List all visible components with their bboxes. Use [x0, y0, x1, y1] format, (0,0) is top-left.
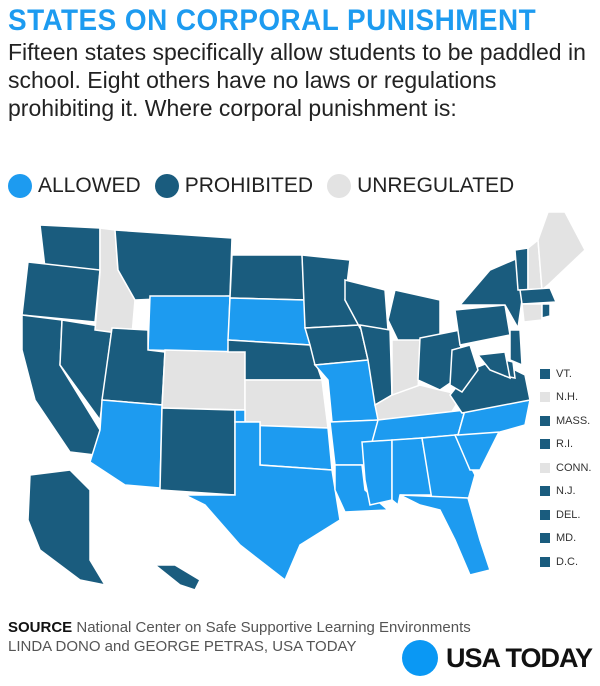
- state-tx: [184, 421, 341, 582]
- state-nm: [159, 407, 236, 496]
- small-state-item: VT.: [540, 362, 591, 386]
- legend-label: UNREGULATED: [357, 174, 515, 197]
- state-ct: [521, 303, 543, 323]
- logo-text: USA TODAY: [446, 642, 593, 673]
- small-states-legend: VT. N.H. MASS. R.I. CONN. N.J. DEL. MD. D.C.: [540, 362, 591, 574]
- state-vt: [514, 247, 529, 291]
- state-wy: [147, 295, 231, 353]
- small-state-label: MASS.: [556, 414, 591, 427]
- legend-label: PROHIBITED: [184, 174, 314, 197]
- swatch-icon: [540, 509, 550, 520]
- page-title: STATES ON CORPORAL PUNISHMENT: [8, 4, 537, 37]
- small-state-label: N.J.: [556, 485, 576, 498]
- legend-dot-icon: [154, 174, 179, 198]
- swatch-icon: [540, 392, 550, 403]
- small-state-label: CONN.: [556, 461, 592, 474]
- state-md: [476, 351, 511, 380]
- legend-label: ALLOWED: [38, 174, 141, 197]
- small-state-label: DEL.: [556, 508, 581, 521]
- intro-text: Fifteen states specifically allow studen…: [8, 39, 586, 121]
- state-ms: [361, 439, 393, 506]
- state-wv: [449, 344, 479, 393]
- us-map: [21, 211, 586, 591]
- swatch-icon: [540, 368, 550, 379]
- small-state-item: MD.: [540, 527, 591, 551]
- state-nd: [229, 254, 306, 301]
- small-state-label: R.I.: [556, 438, 574, 451]
- swatch-icon: [540, 556, 550, 567]
- small-state-item: N.H.: [540, 386, 591, 410]
- swatch-icon: [540, 462, 550, 473]
- source-block: SOURCE National Center on Safe Supportiv…: [8, 618, 471, 656]
- small-state-item: CONN.: [540, 456, 591, 480]
- state-mt: [114, 229, 233, 301]
- credit-text: LINDA DONO and GEORGE PETRAS, USA TODAY: [8, 638, 357, 655]
- state-pa: [454, 304, 511, 346]
- swatch-icon: [540, 415, 550, 426]
- legend-item-allowed: ALLOWED: [8, 174, 141, 198]
- logo-circle-icon: [402, 640, 438, 676]
- small-state-item: D.C.: [540, 550, 591, 574]
- swatch-icon: [540, 486, 550, 497]
- source-label: SOURCE: [8, 619, 73, 636]
- small-state-item: R.I.: [540, 433, 591, 457]
- legend-dot-icon: [8, 174, 32, 198]
- usa-today-logo: USA TODAY: [402, 640, 593, 676]
- small-state-label: N.H.: [556, 391, 578, 404]
- small-state-label: VT.: [556, 367, 572, 380]
- legend-item-unregulated: UNREGULATED: [327, 174, 514, 198]
- state-az: [89, 399, 163, 489]
- state-fl: [399, 494, 491, 576]
- small-state-item: MASS.: [540, 409, 591, 433]
- state-or: [21, 261, 101, 323]
- state-me: [537, 211, 586, 292]
- small-state-item: N.J.: [540, 480, 591, 504]
- state-hi: [152, 564, 201, 591]
- state-co: [161, 349, 246, 411]
- state-ks: [244, 379, 329, 429]
- state-ak: [27, 469, 107, 587]
- legend-dot-icon: [327, 174, 352, 198]
- state-ia: [304, 324, 369, 366]
- source-text: National Center on Safe Supportive Learn…: [76, 619, 471, 636]
- state-sd: [227, 297, 311, 346]
- swatch-icon: [540, 533, 550, 544]
- legend: ALLOWED PROHIBITED UNREGULATED: [8, 174, 528, 198]
- small-state-item: DEL.: [540, 503, 591, 527]
- state-ma: [519, 287, 558, 305]
- swatch-icon: [540, 439, 550, 450]
- small-state-label: D.C.: [556, 555, 578, 568]
- small-state-label: MD.: [556, 532, 577, 545]
- state-nj: [509, 329, 523, 367]
- state-ri: [541, 303, 551, 319]
- legend-item-prohibited: PROHIBITED: [154, 174, 314, 198]
